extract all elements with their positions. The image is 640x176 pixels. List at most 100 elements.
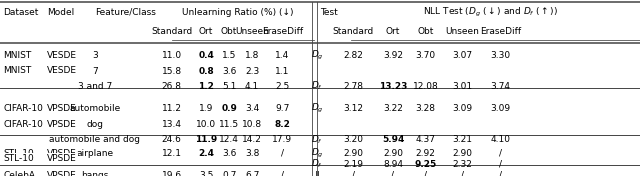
Text: 3.8: 3.8: [245, 149, 259, 158]
Text: ||: ||: [314, 171, 321, 176]
Text: Unseen: Unseen: [236, 27, 269, 36]
Text: CIFAR-10: CIFAR-10: [3, 120, 43, 129]
Text: VESDE: VESDE: [47, 51, 77, 60]
Text: $D_g$: $D_g$: [311, 49, 324, 62]
Text: 0.4: 0.4: [198, 51, 214, 60]
Text: Dataset: Dataset: [3, 8, 38, 17]
Text: CelebA: CelebA: [3, 171, 35, 176]
Text: 13.23: 13.23: [379, 82, 407, 91]
Text: 0.9: 0.9: [221, 104, 237, 113]
Text: 8.94: 8.94: [383, 159, 403, 169]
Text: 3.21: 3.21: [452, 135, 472, 144]
Text: 5.1: 5.1: [222, 82, 236, 91]
Text: 1.9: 1.9: [199, 104, 213, 113]
Text: 3.6: 3.6: [222, 149, 236, 158]
Text: 12.08: 12.08: [413, 82, 438, 91]
Text: VPSDE: VPSDE: [47, 171, 76, 176]
Text: /: /: [281, 171, 284, 176]
Text: MNIST: MNIST: [3, 51, 31, 60]
Text: 3.07: 3.07: [452, 51, 472, 60]
Text: 0.7: 0.7: [222, 171, 236, 176]
Text: 3.70: 3.70: [415, 51, 436, 60]
Text: Standard: Standard: [151, 27, 192, 36]
Text: 3.5: 3.5: [199, 171, 213, 176]
Text: 12.1: 12.1: [161, 149, 182, 158]
Text: 11.5: 11.5: [219, 120, 239, 129]
Text: 2.90: 2.90: [452, 149, 472, 158]
Text: 3 and 7: 3 and 7: [77, 82, 112, 91]
Text: 11.2: 11.2: [161, 104, 182, 113]
Text: /: /: [352, 171, 355, 176]
Text: /: /: [281, 149, 284, 158]
Text: 26.8: 26.8: [161, 82, 182, 91]
Text: 2.92: 2.92: [415, 149, 436, 158]
Text: $D_g$: $D_g$: [311, 102, 324, 115]
Text: 2.32: 2.32: [452, 159, 472, 169]
Text: $D_f$: $D_f$: [312, 158, 323, 170]
Text: Obt: Obt: [417, 27, 434, 36]
Text: VPSDE: VPSDE: [47, 171, 76, 176]
Text: Obt: Obt: [221, 27, 237, 36]
Text: dog: dog: [86, 120, 103, 129]
Text: 7: 7: [92, 67, 97, 76]
Text: 8.2: 8.2: [275, 120, 290, 129]
Text: 14.2: 14.2: [242, 135, 262, 144]
Text: Ort: Ort: [199, 27, 213, 36]
Text: /: /: [392, 171, 394, 176]
Text: VPSDE: VPSDE: [47, 149, 76, 158]
Text: Model: Model: [47, 8, 74, 17]
Text: /: /: [424, 171, 427, 176]
Text: 9.25: 9.25: [415, 159, 436, 169]
Text: 10.8: 10.8: [242, 120, 262, 129]
Text: 6.7: 6.7: [245, 171, 259, 176]
Text: 3.22: 3.22: [383, 104, 403, 113]
Text: VPSDE: VPSDE: [47, 120, 76, 129]
Text: /: /: [499, 159, 502, 169]
Text: $D_f$: $D_f$: [312, 80, 323, 93]
Text: 19.6: 19.6: [161, 171, 182, 176]
Text: 3.20: 3.20: [343, 135, 364, 144]
Text: 3.28: 3.28: [415, 104, 436, 113]
Text: 3: 3: [92, 51, 97, 60]
Text: EraseDiff: EraseDiff: [480, 27, 521, 36]
Text: 9.7: 9.7: [275, 104, 289, 113]
Text: 3.09: 3.09: [490, 104, 511, 113]
Text: /: /: [499, 171, 502, 176]
Text: Feature/Class: Feature/Class: [95, 8, 156, 17]
Text: 2.5: 2.5: [275, 82, 289, 91]
Text: 11.9: 11.9: [195, 135, 217, 144]
Text: 2.90: 2.90: [383, 149, 403, 158]
Text: Unseen: Unseen: [445, 27, 479, 36]
Text: $D_f$: $D_f$: [312, 134, 323, 146]
Text: 0.8: 0.8: [198, 67, 214, 76]
Text: 1.8: 1.8: [245, 51, 259, 60]
Text: 1.1: 1.1: [275, 67, 289, 76]
Text: bangs: bangs: [81, 171, 108, 176]
Text: 1.2: 1.2: [198, 82, 214, 91]
Text: STL-10: STL-10: [3, 154, 34, 163]
Text: NLL Test ($D_g$ ($\downarrow$) and $D_f$ ($\uparrow$)): NLL Test ($D_g$ ($\downarrow$) and $D_f$…: [422, 6, 558, 19]
Text: Ort: Ort: [386, 27, 400, 36]
Text: 10.0: 10.0: [196, 120, 216, 129]
Text: Standard: Standard: [333, 27, 374, 36]
Text: 1.5: 1.5: [222, 51, 236, 60]
Text: 3.09: 3.09: [452, 104, 472, 113]
Text: 12.4: 12.4: [219, 135, 239, 144]
Text: airplane: airplane: [76, 149, 113, 158]
Text: 3.4: 3.4: [245, 104, 259, 113]
Text: 4.37: 4.37: [415, 135, 436, 144]
Text: 3.01: 3.01: [452, 82, 472, 91]
Text: 11.0: 11.0: [161, 51, 182, 60]
Text: STL-10: STL-10: [3, 149, 34, 158]
Text: 17.9: 17.9: [272, 135, 292, 144]
Text: 15.8: 15.8: [161, 67, 182, 76]
Text: EraseDiff: EraseDiff: [262, 27, 303, 36]
Text: 4.10: 4.10: [490, 135, 511, 144]
Text: 3.30: 3.30: [490, 51, 511, 60]
Text: $D_g$: $D_g$: [311, 147, 324, 160]
Text: 2.19: 2.19: [343, 159, 364, 169]
Text: 5.94: 5.94: [382, 135, 404, 144]
Text: 2.3: 2.3: [245, 67, 259, 76]
Text: VESDE: VESDE: [47, 66, 77, 75]
Text: 2.82: 2.82: [343, 51, 364, 60]
